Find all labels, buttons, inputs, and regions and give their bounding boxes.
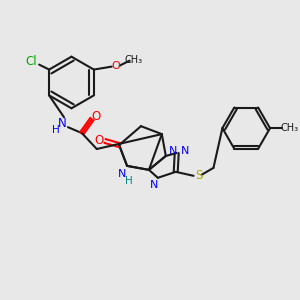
Text: N: N	[169, 146, 177, 156]
Text: CH₃: CH₃	[281, 123, 299, 133]
Text: H: H	[125, 176, 133, 186]
Text: O: O	[95, 134, 104, 147]
Text: N: N	[58, 117, 66, 130]
Text: H: H	[52, 125, 60, 135]
Text: O: O	[111, 61, 120, 70]
Text: CH₃: CH₃	[124, 55, 142, 65]
Text: Cl: Cl	[26, 55, 37, 68]
Text: S: S	[195, 169, 202, 182]
Text: N: N	[181, 146, 189, 156]
Text: O: O	[91, 110, 101, 123]
Text: N: N	[150, 180, 158, 190]
Text: N: N	[118, 169, 126, 179]
